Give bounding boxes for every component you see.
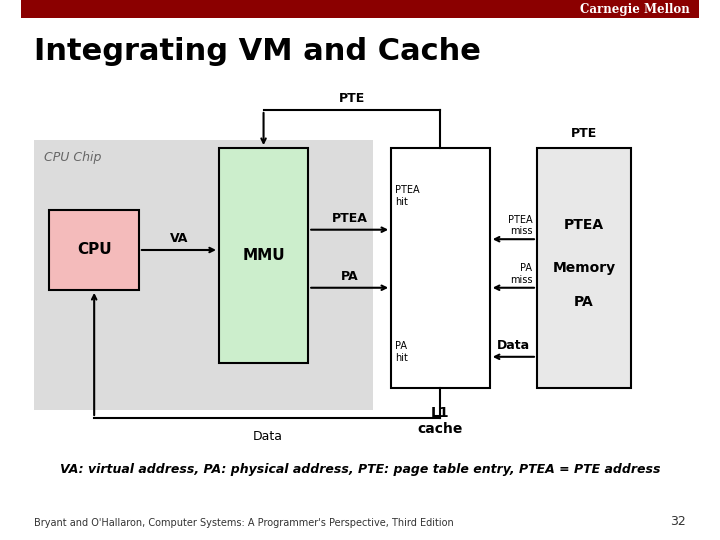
Text: PA: PA (574, 295, 594, 308)
Bar (35, 140, 373, 410)
Text: Memory: Memory (552, 261, 616, 275)
Text: PA
hit: PA hit (395, 341, 408, 363)
Text: PTEA: PTEA (332, 212, 368, 225)
Text: PTEA
miss: PTEA miss (508, 214, 532, 236)
Text: PA
miss: PA miss (510, 263, 532, 285)
Bar (537, 148, 631, 388)
Text: VA: VA (170, 232, 188, 245)
Text: PTE: PTE (571, 127, 597, 140)
Bar (219, 148, 308, 363)
Text: Carnegie Mellon: Carnegie Mellon (580, 3, 689, 16)
Bar (22, 0, 698, 18)
Bar (391, 148, 490, 388)
Text: L1
cache: L1 cache (418, 406, 463, 436)
Text: Integrating VM and Cache: Integrating VM and Cache (35, 37, 481, 66)
Text: CPU Chip: CPU Chip (44, 152, 102, 165)
Text: 32: 32 (670, 515, 685, 528)
Text: PTEA: PTEA (564, 218, 604, 232)
Text: PTEA
hit: PTEA hit (395, 185, 420, 207)
Text: VA: virtual address, PA: physical address, PTE: page table entry, PTEA = PTE add: VA: virtual address, PA: physical addres… (60, 463, 660, 476)
Text: MMU: MMU (242, 248, 285, 263)
Bar (50, 210, 139, 290)
Text: PTE: PTE (339, 92, 365, 105)
Text: Bryant and O'Hallaron, Computer Systems: A Programmer's Perspective, Third Editi: Bryant and O'Hallaron, Computer Systems:… (35, 518, 454, 528)
Text: PA: PA (341, 270, 359, 283)
Text: Data: Data (252, 430, 282, 443)
Text: Data: Data (497, 339, 530, 352)
Text: CPU: CPU (77, 242, 112, 258)
